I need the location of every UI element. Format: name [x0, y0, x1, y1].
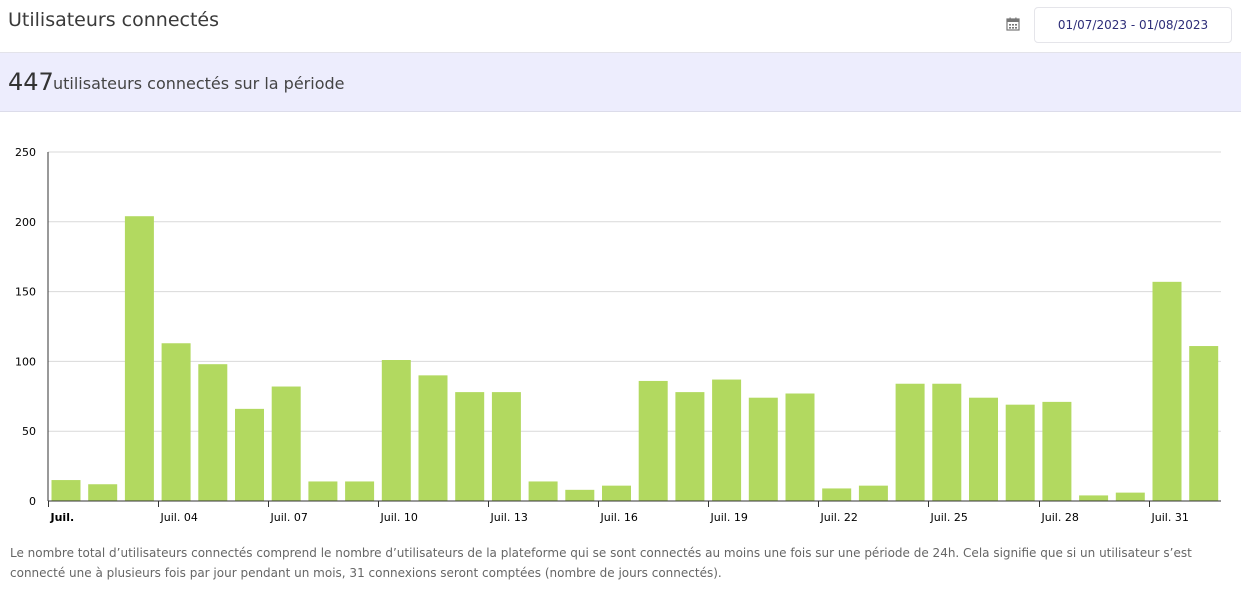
bar — [51, 480, 81, 501]
y-tick-label: 250 — [15, 146, 36, 159]
bar — [491, 392, 521, 501]
x-tick-label: Juil. 22 — [820, 511, 858, 524]
bar — [1005, 404, 1035, 501]
bar — [1189, 346, 1219, 501]
y-tick-label: 100 — [15, 355, 36, 368]
bar — [969, 397, 998, 501]
bar — [602, 485, 631, 501]
page-title: Utilisateurs connectés — [8, 9, 219, 31]
x-tick-label: Juil. 31 — [1151, 511, 1189, 524]
bar — [785, 393, 815, 501]
y-tick-label: 0 — [29, 495, 36, 508]
bar — [271, 386, 301, 501]
x-tick-label: Juil. 10 — [380, 511, 418, 524]
bar — [675, 392, 705, 501]
y-tick-label: 150 — [15, 286, 36, 299]
x-tick-label: Juil. 13 — [490, 511, 528, 524]
bar — [235, 408, 264, 501]
bar — [308, 481, 338, 501]
bar — [455, 392, 485, 501]
x-tick-label: Juil. 04 — [160, 511, 198, 524]
connected-users-label: utilisateurs connectés sur la période — [53, 74, 345, 93]
bar — [418, 375, 448, 501]
bar — [345, 481, 375, 501]
card-header: Utilisateurs connectés 01/07/2023 - 01/0… — [0, 0, 1241, 53]
x-tick-label: Juil. 25 — [930, 511, 968, 524]
x-tick-label: Juil. 16 — [600, 511, 638, 524]
bar — [565, 489, 595, 501]
connected-users-bar-chart: 0 50 100 150 200 250 Juil. Juil. 04 Juil. 07 Juil… — [15, 146, 1221, 524]
bar — [1152, 281, 1182, 501]
bar — [381, 360, 411, 501]
x-tick-label: Juil. 07 — [270, 511, 308, 524]
bar — [1079, 495, 1109, 501]
bar — [932, 383, 962, 501]
connected-users-count: 447 — [8, 68, 54, 96]
calendar-icon[interactable] — [1006, 17, 1020, 31]
bar — [858, 485, 888, 501]
bar — [1115, 492, 1145, 501]
bar — [712, 379, 742, 501]
x-tick-label: Juil. 28 — [1041, 511, 1079, 524]
bar — [822, 488, 852, 501]
explanation-note: Le nombre total d’utilisateurs connectés… — [10, 546, 1192, 580]
bar — [638, 380, 668, 501]
x-tick-label: Juil. — [50, 511, 75, 524]
bar — [198, 364, 228, 501]
y-tick-label: 50 — [22, 425, 36, 438]
date-range-input[interactable]: 01/07/2023 - 01/08/2023 — [1034, 7, 1232, 43]
bar — [528, 481, 558, 501]
y-tick-label: 200 — [15, 216, 36, 229]
bar — [895, 383, 925, 501]
bar — [1042, 401, 1072, 501]
bar — [161, 343, 191, 501]
x-tick-label: Juil. 19 — [710, 511, 748, 524]
bar — [124, 216, 154, 501]
bar — [88, 484, 118, 501]
bar — [748, 397, 778, 501]
summary-banner: 447 utilisateurs connectés sur la périod… — [0, 53, 1241, 112]
